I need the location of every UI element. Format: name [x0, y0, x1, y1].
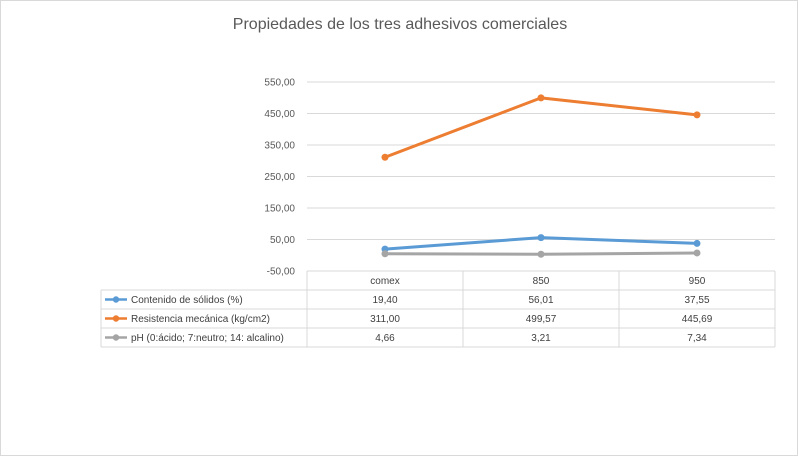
y-tick-label: 50,00 [270, 235, 295, 246]
y-tick-label: 450,00 [264, 109, 295, 120]
chart-title: Propiedades de los tres adhesivos comerc… [233, 16, 567, 33]
data-label: 7,34 [687, 333, 707, 344]
data-point [693, 249, 701, 257]
y-tick-label: 550,00 [264, 78, 295, 89]
legend-label: pH (0:ácido; 7:neutro; 14: alcalino) [131, 333, 284, 344]
data-label: 56,01 [528, 295, 553, 306]
data-point [537, 94, 545, 102]
legend-marker-key [112, 315, 120, 322]
data-table: comex 850 950 Contenido de sólidos (%) 19,40… [100, 270, 776, 348]
data-label: 445,69 [682, 314, 713, 325]
x-category-label: 850 [533, 276, 550, 287]
legend-marker-key [112, 334, 120, 341]
y-tick-label: -50,00 [267, 267, 296, 278]
data-point [537, 234, 545, 242]
data-point [537, 250, 545, 258]
y-tick-label: 250,00 [264, 172, 295, 183]
data-label: 37,55 [684, 295, 709, 306]
data-label: 19,40 [372, 295, 397, 306]
y-axis-ticks: -50,00 50,00 150,00 250,00 350,00 450,00 550,0… [264, 78, 295, 278]
data-label: 499,57 [526, 314, 557, 325]
series-line [384, 96, 698, 159]
data-point [693, 111, 701, 119]
y-tick-label: 150,00 [264, 204, 295, 215]
data-point [693, 239, 701, 247]
series-lines [381, 94, 701, 258]
data-label: 311,00 [370, 314, 400, 325]
data-point [381, 250, 389, 258]
legend-label: Contenido de sólidos (%) [131, 295, 243, 306]
data-label: 4,66 [375, 333, 395, 344]
gridlines [307, 81, 775, 272]
legend-marker-key [112, 296, 120, 303]
legend-label: Resistencia mecánica (kg/cm2) [131, 314, 270, 325]
data-label: 3,21 [531, 333, 551, 344]
x-category-label: 950 [689, 276, 706, 287]
y-tick-label: 350,00 [264, 141, 295, 152]
x-category-label: comex [370, 276, 399, 287]
data-point [381, 153, 389, 161]
